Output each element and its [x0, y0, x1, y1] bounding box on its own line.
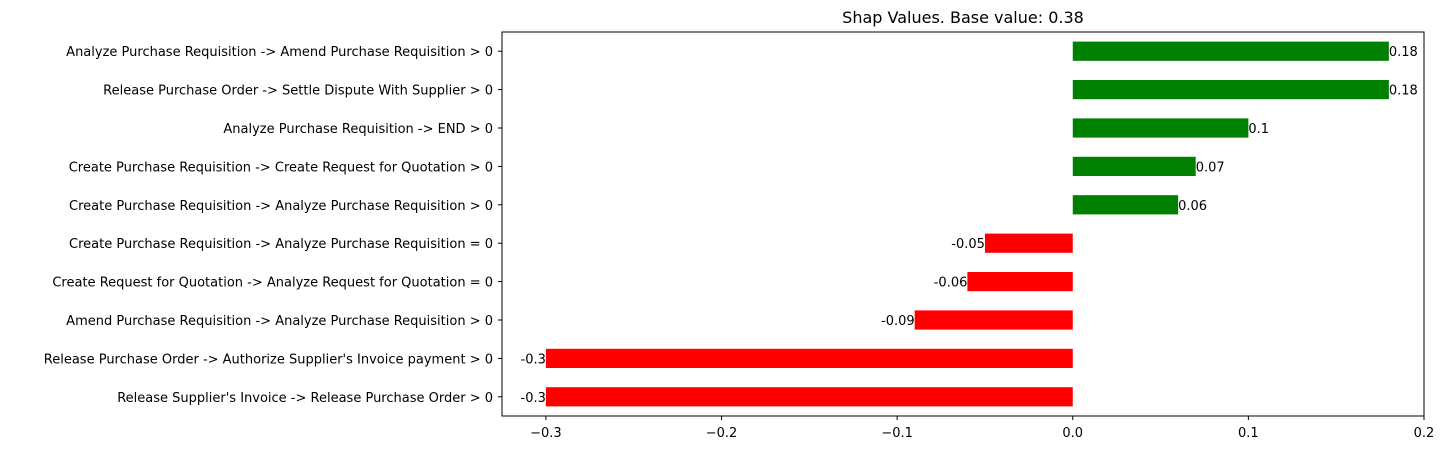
category-label-8: Amend Purchase Requisition -> Analyze Pu… — [66, 314, 493, 329]
bar-4 — [1072, 156, 1196, 176]
bar-7 — [967, 272, 1073, 292]
category-label-2: Release Purchase Order -> Settle Dispute… — [103, 84, 493, 99]
x-tick-label-6: 0.2 — [1414, 426, 1435, 441]
x-tick-label-4: 0.0 — [1062, 426, 1083, 441]
category-label-10: Release Supplier's Invoice -> Release Pu… — [117, 391, 493, 406]
bar-6 — [984, 233, 1073, 253]
bar-value-label-10: -0.3 — [521, 391, 546, 406]
bar-value-label-4: 0.07 — [1196, 160, 1225, 175]
bar-value-label-3: 0.1 — [1248, 122, 1269, 137]
category-label-7: Create Request for Quotation -> Analyze … — [52, 276, 493, 291]
value-labels-layer: 0.18 0.18 0.1 0.07 0.06 -0.05 -0.06 -0.09 -0.3 -0… — [521, 45, 1418, 406]
bar-value-label-8: -0.09 — [881, 314, 915, 329]
bar-2 — [1072, 80, 1389, 100]
category-label-3: Analyze Purchase Requisition -> END > 0 — [223, 122, 493, 137]
bar-1 — [1072, 41, 1389, 61]
bar-value-label-9: -0.3 — [521, 352, 546, 367]
plot-frame — [501, 31, 1425, 417]
bar-9 — [545, 348, 1073, 368]
bar-10 — [545, 387, 1073, 407]
x-tick-label-5: 0.1 — [1238, 426, 1259, 441]
bar-value-label-6: -0.05 — [951, 237, 985, 252]
bar-value-label-7: -0.06 — [934, 276, 968, 291]
category-label-4: Create Purchase Requisition -> Create Re… — [69, 160, 493, 175]
category-label-1: Analyze Purchase Requisition -> Amend Pu… — [66, 45, 493, 60]
bar-value-label-5: 0.06 — [1178, 199, 1207, 214]
bar-value-label-2: 0.18 — [1389, 84, 1418, 99]
x-tick-label-3: −0.1 — [881, 426, 913, 441]
category-labels-layer: Analyze Purchase Requisition -> Amend Pu… — [44, 45, 502, 406]
bar-8 — [914, 310, 1073, 330]
bar-value-label-1: 0.18 — [1389, 45, 1418, 60]
bar-5 — [1072, 195, 1179, 215]
bars-layer — [545, 41, 1389, 407]
x-tick-label-2: −0.2 — [706, 426, 738, 441]
x-tick-label-1: −0.3 — [530, 426, 562, 441]
category-label-5: Create Purchase Requisition -> Analyze P… — [69, 199, 493, 214]
category-label-9: Release Purchase Order -> Authorize Supp… — [44, 352, 493, 367]
chart-title: Shap Values. Base value: 0.38 — [842, 8, 1084, 27]
x-axis: −0.3 −0.2 −0.1 0.0 0.1 0.2 — [530, 416, 1434, 441]
bar-3 — [1072, 118, 1249, 138]
category-label-6: Create Purchase Requisition -> Analyze P… — [69, 237, 493, 252]
